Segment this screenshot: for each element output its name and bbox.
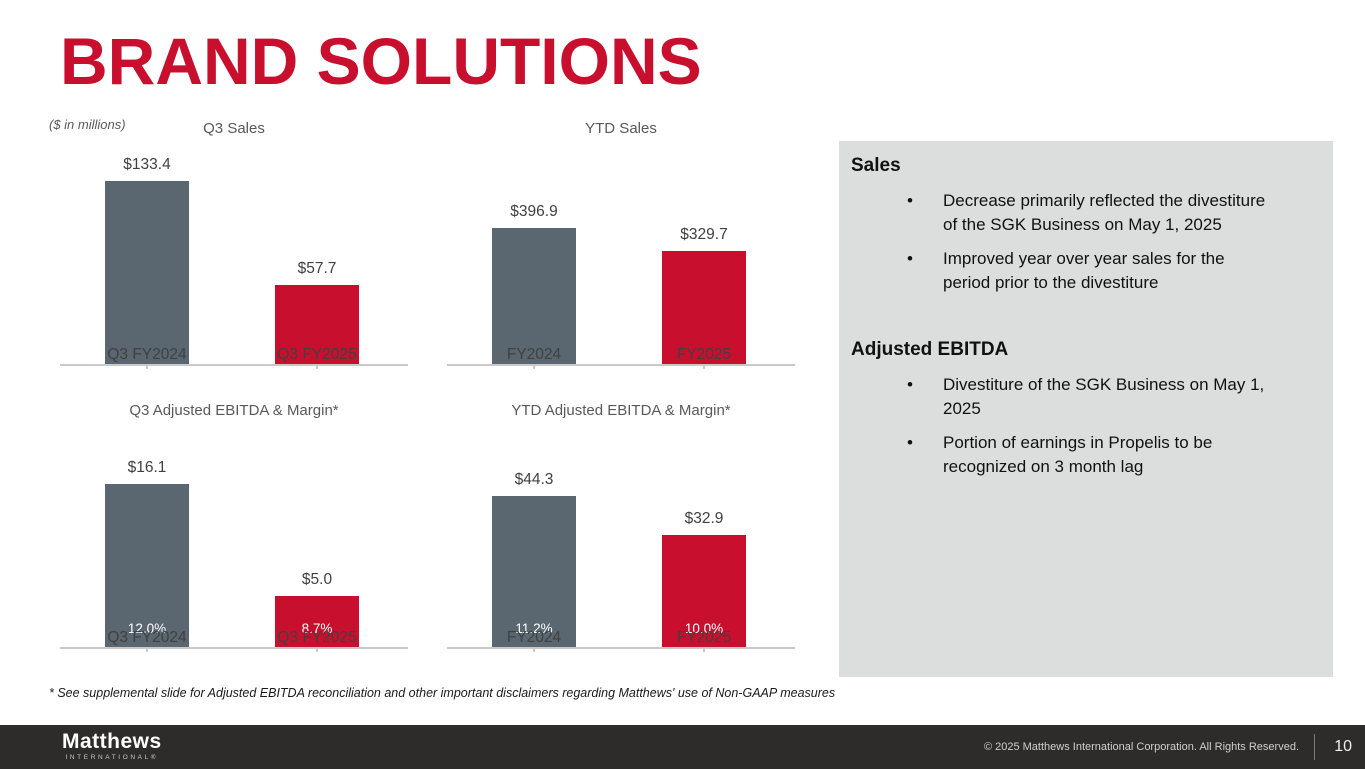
chart-ytd-sales: YTD Sales $396.9 $329.7 FY2024 FY2025 [447,120,795,369]
category-label: FY2025 [676,629,732,646]
category-label: FY2024 [506,629,562,646]
chart-title: Q3 Sales [203,120,265,137]
bar-value-label: $57.7 [297,260,337,277]
slide-title: BRAND SOLUTIONS [60,24,702,98]
category-label: FY2025 [676,346,732,363]
footer-right: © 2025 Matthews International Corporatio… [984,725,1352,769]
bar-margin-label: 10.0% [684,621,724,636]
page-number: 10 [1334,738,1352,755]
bar-value-label: $396.9 [510,203,558,220]
logo-subtext: INTERNATIONAL® [65,754,159,761]
chart-plot: $16.1 12.0% $5.0 8.7% [60,432,408,652]
bar-value-label: $133.4 [123,156,171,173]
axis-tick [316,364,318,369]
axis-tick [533,647,535,652]
chart-plot: $44.3 11.2% $32.9 10.0% [447,432,795,652]
category-label: FY2024 [506,346,562,363]
commentary-heading-adjusted-ebitda: Adjusted EBITDA [851,339,1009,360]
chart-title: YTD Sales [585,120,657,137]
bar-margin-label: 11.2% [515,621,553,636]
chart-title: Q3 Adjusted EBITDA & Margin* [129,402,339,419]
bullet-text: Portion of earnings in Propelis to be re… [943,433,1213,476]
bar-value-label: $16.1 [127,459,167,476]
sales-bullet-list: • Decrease primarily reflected the dives… [851,189,1319,295]
bar [662,535,746,647]
units-note: ($ in millions) [49,117,126,132]
bar [105,484,189,647]
commentary-heading-sales: Sales [851,155,901,176]
bar-value-label: $32.9 [684,510,724,527]
bar [492,496,576,647]
category-label: Q3 FY2025 [277,346,357,363]
footer: Matthews INTERNATIONAL® © 2025 Matthews … [0,725,1365,769]
category-label: Q3 FY2024 [107,346,187,363]
axis-tick [533,364,535,369]
category-label: Q3 FY2024 [107,629,187,646]
list-item: • Decrease primarily reflected the dives… [905,189,1319,237]
chart-title: YTD Adjusted EBITDA & Margin* [511,402,731,419]
adjusted-ebitda-bullet-list: • Divestiture of the SGK Business on May… [851,373,1319,479]
axis-tick [316,647,318,652]
bar-value-label: $44.3 [514,471,554,488]
bar-value-label: $5.0 [301,571,333,588]
bar [275,285,359,364]
bar [662,251,746,364]
bullet-icon: • [907,375,913,394]
logo-wordmark: Matthews [62,730,162,753]
bullet-text: Decrease primarily reflected the divesti… [943,191,1266,234]
list-item: • Improved year over year sales for the … [905,247,1319,295]
bullet-icon: • [907,433,913,452]
bar [492,228,576,364]
axis-tick [146,364,148,369]
chart-plot: $133.4 $57.7 [60,150,408,369]
footer-divider [1314,734,1315,760]
bullet-text: Improved year over year sales for the pe… [943,249,1225,292]
commentary-panel: Sales • Decrease primarily reflected the… [839,141,1333,677]
list-item: • Divestiture of the SGK Business on May… [905,373,1319,421]
bullet-icon: • [907,249,913,268]
axis-tick [703,647,705,652]
chart-plot: $396.9 $329.7 [447,150,795,369]
axis-tick [703,364,705,369]
chart-ytd-adjusted-ebitda: YTD Adjusted EBITDA & Margin* $44.3 11.2%… [447,402,795,652]
chart-q3-sales: Q3 Sales $133.4 $57.7 Q3 FY2024 Q3 FY2025 [60,120,408,369]
axis-tick [146,647,148,652]
footnote: * See supplemental slide for Adjusted EB… [49,686,836,700]
copyright-text: © 2025 Matthews International Corporatio… [983,741,1299,753]
bar-margin-label: 12.0% [127,621,167,636]
bullet-text: Divestiture of the SGK Business on May 1… [943,375,1265,418]
matthews-logo: Matthews INTERNATIONAL® [62,730,162,762]
bar [275,596,359,647]
list-item: • Portion of earnings in Propelis to be … [905,431,1319,479]
bullet-icon: • [907,191,913,210]
bar [105,181,189,364]
chart-q3-adjusted-ebitda: Q3 Adjusted EBITDA & Margin* $16.1 12.0% $… [60,402,408,652]
bar-value-label: $329.7 [680,226,728,243]
category-label: Q3 FY2025 [277,629,357,646]
bar-margin-label: 8.7% [301,621,333,636]
